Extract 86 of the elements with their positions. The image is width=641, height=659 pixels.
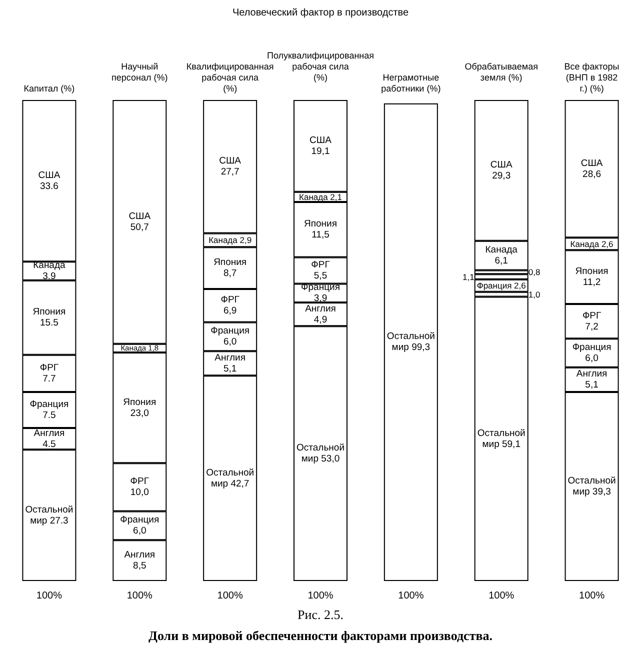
text: США xyxy=(38,170,60,181)
text: Франция 2,6 xyxy=(476,280,526,291)
data-label: 3,9 xyxy=(314,293,328,304)
data-label: 8,7 xyxy=(223,268,237,280)
data-label: 6,0 xyxy=(585,353,598,364)
data-label: 33.6 xyxy=(40,180,58,192)
text: Остальной мир 59,1 xyxy=(477,428,526,450)
data-label: 50,7 xyxy=(130,222,149,233)
total-label: 100% xyxy=(488,590,514,602)
x-tick-label: Неграмотные работники (%) xyxy=(381,72,441,94)
text: Франция xyxy=(572,342,612,354)
data-label: 4.5 xyxy=(42,438,56,450)
text: Остальной мир 39,3 xyxy=(568,475,616,498)
total-label: 100% xyxy=(36,590,62,602)
x-tick-label: Обрабатываемая земля (%) xyxy=(464,62,538,82)
total-label: 100% xyxy=(308,590,334,602)
data-label: 6,0 xyxy=(223,336,237,348)
data-label: 1,1 xyxy=(462,272,475,282)
data-label: 23,0 xyxy=(130,408,149,419)
x-tick-label: Квалифицированная рабочая сила (%) xyxy=(186,62,274,94)
data-label: 0,8 xyxy=(528,267,540,278)
data-label: 5,5 xyxy=(314,270,328,282)
data-label: 7.5 xyxy=(42,410,56,422)
text: Остальной мир 27.3 xyxy=(25,504,74,526)
text: Англия xyxy=(34,428,65,439)
data-label: 15.5 xyxy=(40,318,58,329)
data-label: 5,1 xyxy=(585,380,598,391)
text: Англия xyxy=(124,550,156,561)
data-label: 1,0 xyxy=(528,289,540,300)
text: Англия xyxy=(576,368,608,380)
text: Остальной мир 99,3 xyxy=(386,331,435,354)
data-label: 6,1 xyxy=(494,256,508,267)
data-label: 4,9 xyxy=(314,314,328,326)
total-label: 100% xyxy=(217,590,243,602)
text: Рис. 2.5. xyxy=(298,607,344,622)
text: Франция xyxy=(210,326,250,337)
data-label: 5,1 xyxy=(223,363,237,374)
text: Франция xyxy=(120,514,160,526)
text: Остальной мир 42,7 xyxy=(206,467,254,490)
text: США xyxy=(490,159,512,170)
text: Канада 2,6 xyxy=(570,238,614,249)
data-label: 8,5 xyxy=(133,560,146,572)
text: Канада 2,1 xyxy=(299,192,342,202)
text: Япония xyxy=(575,266,608,278)
data-label: 28,6 xyxy=(582,168,602,180)
total-label: 100% xyxy=(126,590,153,602)
text: Франция xyxy=(30,399,69,410)
series-label: Япония xyxy=(214,257,247,268)
text: США xyxy=(128,210,151,222)
total-label: 100% xyxy=(578,590,605,602)
text: США xyxy=(310,134,332,146)
text: Человеческий фактор в производстве xyxy=(232,8,409,18)
text: Канада xyxy=(485,244,518,256)
text: Япония xyxy=(32,306,66,318)
text: ФРГ xyxy=(582,310,602,322)
text: Англия xyxy=(214,352,246,364)
text: Остальной мир 53,0 xyxy=(296,442,344,465)
data-label: 11,2 xyxy=(582,277,601,288)
series-label: Канада xyxy=(33,260,66,271)
total-label: 100% xyxy=(398,590,424,602)
bar xyxy=(384,103,438,581)
text: ФРГ xyxy=(220,294,240,306)
x-tick-label: Все факторы (ВНП в 1982 г.) (%) xyxy=(564,62,620,94)
data-label: 6,0 xyxy=(133,526,146,537)
text: Япония xyxy=(123,396,156,408)
series-label: США xyxy=(580,158,604,169)
text: США xyxy=(219,156,242,167)
data-label: 19,1 xyxy=(311,146,330,157)
data-label: 29,3 xyxy=(492,170,511,182)
data-label: 3.9 xyxy=(42,270,56,282)
x-tick-label: Научный персонал (%) xyxy=(112,62,168,82)
text: Япония xyxy=(304,218,337,230)
series-label: Франция xyxy=(301,282,340,294)
text: Доли в мировой обеспеченности факторами производства. xyxy=(148,628,492,643)
text: Канада 2,9 xyxy=(208,235,252,246)
data-label: 6,9 xyxy=(223,306,237,317)
series-label: ФРГ xyxy=(311,260,330,271)
text: ФРГ xyxy=(130,476,149,488)
data-label: 7.7 xyxy=(42,373,56,384)
data-label: 7,2 xyxy=(585,321,598,332)
text: ФРГ xyxy=(40,362,59,374)
series-label: Англия xyxy=(305,303,336,314)
data-label: 11,5 xyxy=(312,230,330,241)
x-tick-label: Капитал (%) xyxy=(24,84,75,94)
data-label: 10,0 xyxy=(130,487,149,498)
data-label: 27,7 xyxy=(220,166,240,178)
